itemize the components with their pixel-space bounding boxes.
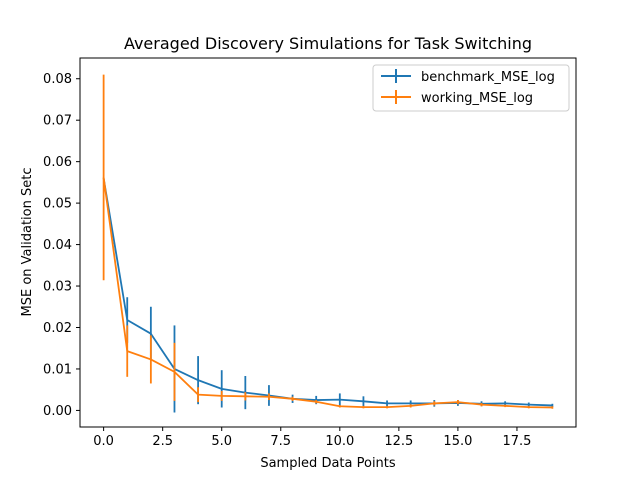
- legend-entry-benchmark: benchmark_MSE_log: [381, 69, 555, 85]
- legend-box: [372, 64, 570, 112]
- x-tick-label: 12.5: [384, 434, 413, 449]
- plot-area: [79, 57, 577, 428]
- y-tick-label: 0.00: [43, 404, 72, 419]
- y-tick-label: 0.04: [43, 238, 72, 253]
- series-line: [102, 177, 553, 409]
- y-tick-label: 0.01: [43, 362, 72, 377]
- legend: benchmark_MSE_log working_MSE_log: [372, 64, 570, 112]
- x-tick-label: 17.5: [502, 434, 531, 449]
- x-tick-label: 0.0: [93, 434, 114, 449]
- y-tick-label: 0.05: [43, 197, 72, 212]
- x-axis-ticks: 0.0 2.5 5.0 7.5 10.0 12.5 15.0 17.5: [93, 427, 531, 449]
- y-axis-ticks: 0.00 0.01 0.02 0.03 0.04 0.05 0.06 0.07 0.08: [43, 72, 80, 419]
- y-tick-label: 0.02: [43, 321, 72, 336]
- x-axis-label: Sampled Data Points: [260, 456, 396, 471]
- legend-label-benchmark: benchmark_MSE_log: [421, 70, 555, 85]
- x-tick-label: 5.0: [211, 434, 232, 449]
- x-tick-label: 7.5: [270, 434, 291, 449]
- x-tick-label: 15.0: [443, 434, 472, 449]
- legend-entry-working: working_MSE_log: [381, 90, 533, 106]
- series-working: [102, 74, 554, 409]
- y-tick-label: 0.07: [43, 114, 72, 129]
- x-tick-label: 10.0: [325, 434, 354, 449]
- series-layer: [102, 74, 554, 413]
- y-tick-label: 0.08: [43, 72, 72, 87]
- axes-frame: [79, 57, 577, 428]
- legend-label-working: working_MSE_log: [421, 91, 533, 106]
- y-tick-label: 0.06: [43, 155, 72, 170]
- y-tick-label: 0.03: [43, 280, 72, 295]
- y-axis-label: MSE on Validation Setc: [20, 168, 35, 317]
- chart-title: Averaged Discovery Simulations for Task …: [124, 34, 532, 53]
- x-tick-label: 2.5: [152, 434, 173, 449]
